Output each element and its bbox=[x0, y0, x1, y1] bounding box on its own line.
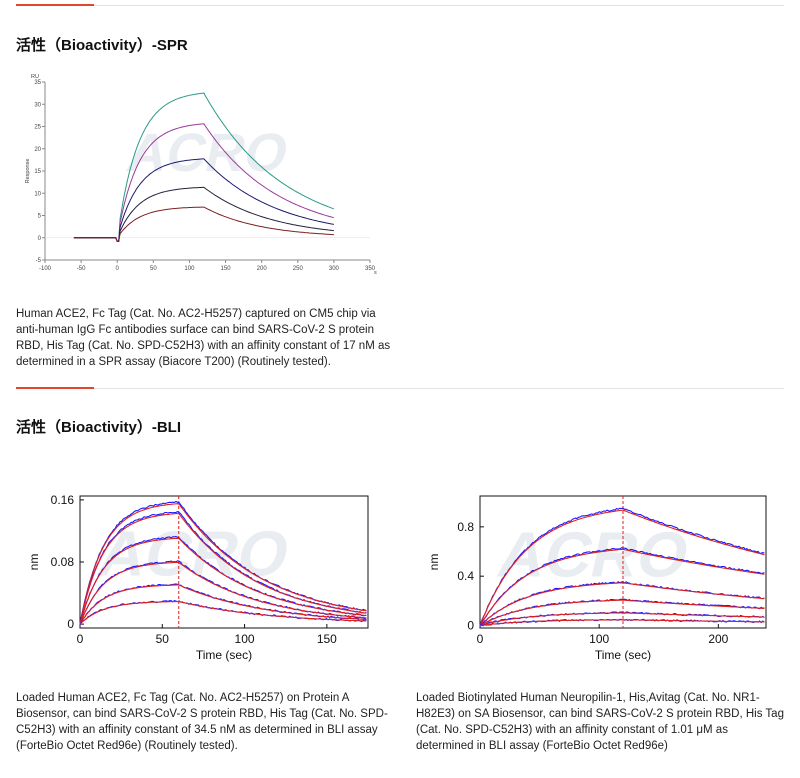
y-tick-label: 0.08 bbox=[51, 555, 75, 569]
y-tick-label: 0 bbox=[38, 236, 42, 242]
x-tick-label: 50 bbox=[156, 632, 170, 646]
y-tick-label: 0.8 bbox=[457, 520, 474, 534]
bli-fit-5 bbox=[479, 612, 765, 627]
x-axis-label: Time (sec) bbox=[196, 648, 252, 662]
bli-fit-1 bbox=[79, 503, 367, 625]
x-tick-label: 100 bbox=[589, 632, 609, 646]
bli-fit-6 bbox=[479, 619, 765, 627]
y-tick-label: 0.4 bbox=[457, 569, 474, 583]
bli-fit-6 bbox=[79, 600, 367, 625]
x-tick-label: 0 bbox=[116, 266, 120, 272]
watermark-text: ACRO bbox=[492, 518, 696, 590]
y-tick-label: 0 bbox=[67, 617, 74, 631]
y-tick-label: 35 bbox=[34, 80, 41, 86]
y-unit-label: RU bbox=[31, 74, 39, 80]
bli-data-6 bbox=[79, 599, 367, 624]
bli-right-chart: ACRO 0 0.4 0.8 0 100 200 Time (sec) nm bbox=[427, 495, 767, 662]
bli-right-caption: Loaded Biotinylated Human Neuropilin-1, … bbox=[416, 692, 784, 752]
spr-heading: 活性（Bioactivity）-SPR bbox=[16, 37, 188, 54]
x-tick-label: 250 bbox=[293, 266, 304, 272]
x-tick-label: 200 bbox=[257, 266, 268, 272]
x-tick-label: -50 bbox=[77, 266, 86, 272]
bli-data-1 bbox=[479, 507, 765, 627]
x-tick-label: 100 bbox=[235, 632, 255, 646]
y-tick-label: 25 bbox=[34, 125, 41, 131]
x-tick-label: 150 bbox=[221, 266, 232, 272]
bli-heading: 活性（Bioactivity）-BLI bbox=[16, 419, 182, 436]
x-tick-label: -100 bbox=[39, 266, 52, 272]
top-divider bbox=[16, 5, 784, 6]
x-tick-label: 300 bbox=[329, 266, 340, 272]
top-divider-accent bbox=[16, 4, 94, 6]
y-tick-label: 0.16 bbox=[51, 493, 75, 507]
bli-left-caption: Loaded Human ACE2, Fc Tag (Cat. No. AC2-… bbox=[16, 692, 388, 752]
y-axis-label: Response bbox=[25, 159, 31, 184]
y-axis-label: nm bbox=[27, 554, 41, 571]
x-tick-label: 0 bbox=[77, 632, 84, 646]
bli-fit-3 bbox=[479, 582, 765, 626]
y-tick-label: 0 bbox=[467, 619, 474, 633]
x-axis-label: s bbox=[374, 270, 377, 276]
y-tick-label: 20 bbox=[34, 147, 41, 153]
x-tick-label: 150 bbox=[317, 632, 337, 646]
bli-fit-3 bbox=[79, 537, 367, 625]
y-tick-label: 10 bbox=[34, 191, 41, 197]
bli-fit-4 bbox=[479, 599, 765, 626]
y-tick-label: 15 bbox=[34, 169, 41, 175]
spr-series-5 bbox=[73, 206, 334, 242]
x-tick-label: 0 bbox=[477, 632, 484, 646]
bli-fit-1 bbox=[479, 509, 765, 626]
y-axis-label: nm bbox=[427, 554, 441, 571]
x-axis-label: Time (sec) bbox=[595, 648, 651, 662]
section-divider bbox=[16, 388, 784, 389]
y-tick-label: -5 bbox=[36, 258, 42, 264]
bli-fit-2 bbox=[479, 548, 765, 626]
section-divider-accent bbox=[16, 387, 94, 389]
watermark-text: ACRO bbox=[122, 123, 294, 183]
x-tick-label: 50 bbox=[150, 266, 157, 272]
bli-fit-4 bbox=[79, 561, 367, 625]
y-tick-label: 30 bbox=[34, 102, 41, 108]
y-tick-label: 5 bbox=[38, 214, 42, 220]
bli-fit-2 bbox=[79, 512, 367, 625]
x-tick-label: 200 bbox=[708, 632, 728, 646]
spr-caption: Human ACE2, Fc Tag (Cat. No. AC2-H5257) … bbox=[16, 308, 391, 368]
x-tick-label: 350 bbox=[365, 266, 376, 272]
bli-fit-5 bbox=[79, 584, 367, 625]
x-tick-label: 100 bbox=[184, 266, 195, 272]
spr-series-4 bbox=[73, 186, 334, 242]
